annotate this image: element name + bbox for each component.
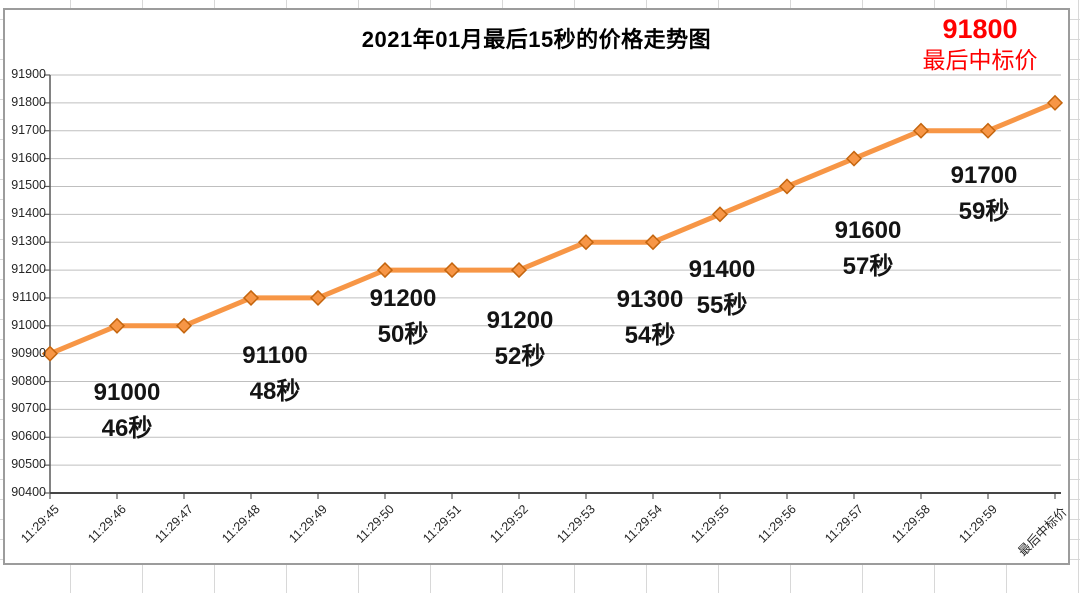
y-axis-tick-label: 91500 [11, 178, 46, 193]
data-label: 91000 46秒 [47, 375, 207, 447]
data-label-seconds: 52秒 [494, 343, 546, 371]
data-point-marker [845, 150, 863, 167]
data-label: 91300 54秒 [570, 282, 730, 354]
y-axis-tick-label: 91300 [11, 234, 46, 249]
price-line-series [47, 100, 1058, 357]
data-point-marker [577, 234, 595, 251]
data-point-marker [711, 206, 729, 223]
data-point-marker [242, 289, 260, 306]
price-trend-chart: 2021年01月最后15秒的价格走势图 91800 最后中标价 90400 905… [3, 8, 1070, 565]
data-label-seconds: 46秒 [101, 414, 153, 442]
data-point-marker [41, 345, 59, 362]
data-label: 91700 59秒 [904, 158, 1064, 230]
y-axis-tick-label: 91200 [11, 262, 46, 277]
y-axis-tick-label: 91700 [11, 122, 46, 137]
y-axis-tick-label: 91100 [12, 289, 46, 304]
y-axis-tick-label: 90400 [11, 485, 46, 499]
data-point-marker [510, 262, 528, 279]
line-plot [41, 74, 1064, 499]
data-label-price: 91300 [616, 286, 684, 314]
data-point-marker [778, 178, 796, 195]
data-label-seconds: 48秒 [249, 377, 301, 405]
data-label-seconds: 54秒 [624, 322, 676, 350]
data-label-price: 91600 [834, 216, 902, 244]
data-point-marker [644, 234, 662, 251]
data-point-marker [309, 289, 327, 306]
data-label-price: 91400 [688, 256, 756, 284]
data-label: 91200 50秒 [323, 281, 483, 353]
data-label: 91600 57秒 [788, 213, 948, 285]
y-axis-tick-label: 90600 [11, 429, 46, 444]
y-axis-tick-label: 91800 [11, 94, 46, 109]
data-label-price: 91000 [93, 378, 161, 406]
data-label-price: 91200 [486, 307, 554, 335]
data-label: 91400 55秒 [642, 252, 802, 324]
data-point-marker [108, 317, 126, 334]
data-label: 91100 48秒 [195, 338, 355, 410]
data-label-seconds: 50秒 [377, 321, 429, 349]
final-price-annotation: 91800 最后中标价 [890, 11, 1070, 74]
data-label-seconds: 55秒 [696, 292, 748, 320]
final-price-caption: 最后中标价 [922, 47, 1038, 73]
y-axis-tick-label: 91000 [11, 317, 46, 332]
y-axis-tick-label: 90800 [11, 373, 46, 388]
chart-title: 2021年01月最后15秒的价格走势图 [361, 27, 712, 52]
data-label-seconds: 57秒 [842, 252, 894, 280]
data-label: 91200 52秒 [440, 303, 600, 375]
data-label-price: 91200 [369, 285, 437, 313]
data-label-seconds: 59秒 [958, 197, 1010, 225]
spreadsheet-page: { "chart_data": { "type": "line", "title… [0, 0, 1080, 575]
data-point-marker [443, 262, 461, 279]
y-axis-tick-label: 91400 [11, 206, 46, 221]
data-point-marker [979, 122, 997, 139]
final-price-value: 91800 [942, 14, 1018, 44]
data-point-marker [1046, 94, 1064, 111]
data-label-price: 91100 [242, 341, 308, 369]
y-axis-tick-label: 90700 [11, 401, 46, 416]
data-label-price: 91700 [950, 161, 1018, 189]
y-axis-tick-label: 90500 [11, 457, 46, 472]
y-axis-tick-label: 91600 [11, 150, 46, 165]
data-point-marker [175, 317, 193, 334]
data-point-marker [376, 262, 394, 279]
y-axis-tick-label: 91900 [11, 67, 46, 81]
data-point-marker [912, 122, 930, 139]
y-axis-tick-label: 90900 [11, 345, 46, 360]
